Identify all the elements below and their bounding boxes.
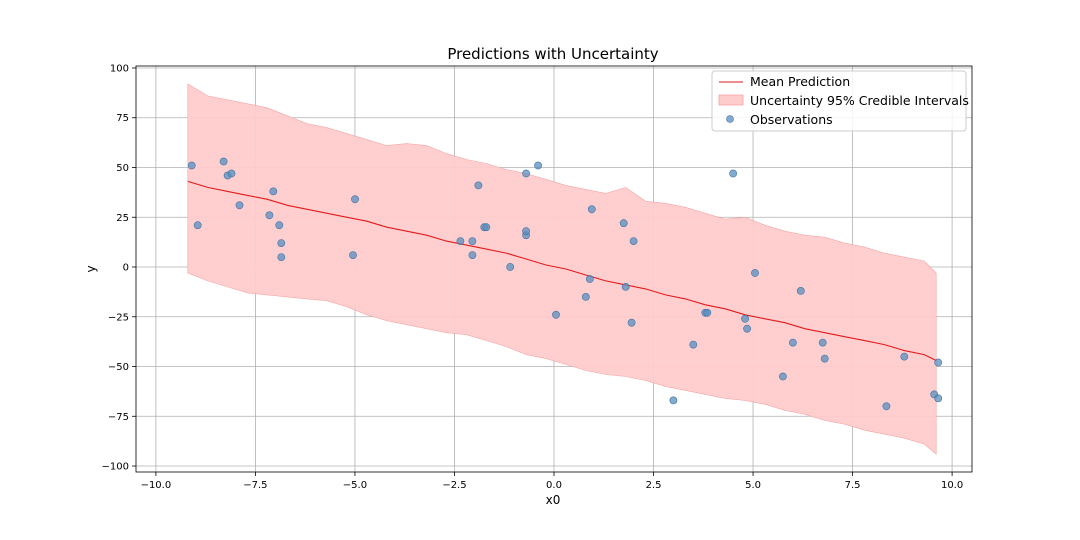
- observation-point: [741, 314, 749, 323]
- observation-point: [882, 402, 891, 411]
- mean-line: [187, 180, 937, 361]
- axis-ticks: −10.0 −7.5 −5.0 −2.5 0.0 2.5 5.0 7.5 10.0 −100 −75…: [102, 63, 964, 491]
- observation-point: [934, 358, 943, 367]
- observation-point: [275, 221, 284, 230]
- x-tick-label: −2.5: [442, 480, 466, 491]
- observation-point: [534, 161, 542, 170]
- x-tick-label: −5.0: [343, 480, 367, 491]
- y-tick-label: −75: [108, 412, 129, 423]
- legend-band-swatch: [718, 94, 744, 106]
- mean-prediction-line: [187, 180, 937, 361]
- observation-point: [743, 324, 751, 333]
- observation-point: [219, 157, 228, 166]
- observation-point: [703, 308, 712, 317]
- observation-point: [456, 237, 465, 245]
- observation-points: [187, 157, 943, 411]
- y-tick-label: 25: [116, 213, 129, 224]
- chart-title: Predictions with Uncertainty: [447, 45, 658, 63]
- observation-point: [729, 169, 737, 178]
- legend-points-swatch: [726, 115, 734, 123]
- y-tick-label: −25: [108, 312, 129, 323]
- legend-box: [711, 70, 967, 132]
- legend: Mean Prediction Uncertainty 95% Credible…: [711, 70, 969, 132]
- observation-point: [193, 221, 202, 230]
- y-tick-label: 100: [110, 63, 129, 74]
- observation-point: [349, 251, 357, 259]
- observation-point: [522, 227, 530, 236]
- observation-point: [468, 237, 477, 245]
- credible-interval-band: [187, 83, 937, 455]
- x-tick-label: 10.0: [941, 480, 963, 491]
- observation-point: [522, 169, 530, 178]
- x-tick-label: 7.5: [845, 480, 861, 491]
- y-tick-label: 0: [123, 263, 129, 274]
- observation-point: [277, 253, 286, 261]
- observation-point: [351, 195, 359, 204]
- observation-point: [587, 205, 596, 214]
- legend-points-label: Observations: [750, 112, 833, 127]
- observation-point: [689, 340, 698, 349]
- y-tick-label: −100: [102, 462, 129, 473]
- observation-point: [934, 394, 943, 403]
- observation-point: [474, 181, 483, 190]
- y-tick-label: −50: [108, 362, 129, 373]
- x-tick-label: 5.0: [745, 480, 761, 491]
- observation-point: [621, 282, 630, 291]
- legend-mean-label: Mean Prediction: [750, 74, 850, 89]
- observation-point: [506, 263, 515, 271]
- x-tick-label: 0.0: [546, 480, 562, 491]
- legend-band-label: Uncertainty 95% Credible Intervals: [750, 93, 969, 108]
- observation-point: [818, 338, 827, 347]
- observation-point: [796, 286, 805, 295]
- observation-point: [552, 310, 560, 319]
- observation-point: [468, 251, 477, 259]
- observation-point: [187, 161, 196, 170]
- x-tick-label: −7.5: [243, 480, 267, 491]
- observation-point: [227, 169, 236, 178]
- observation-point: [820, 354, 829, 363]
- observation-point: [619, 219, 628, 228]
- y-tick-label: 50: [116, 163, 129, 174]
- y-tick-label: 75: [116, 113, 129, 124]
- x-axis-title: x0: [546, 493, 561, 507]
- observation-point: [789, 338, 797, 347]
- x-tick-label: −10.0: [141, 480, 172, 491]
- observation-point: [581, 292, 590, 301]
- observation-point: [265, 211, 274, 220]
- observation-point: [627, 318, 636, 327]
- observation-point: [235, 201, 244, 210]
- observation-point: [751, 269, 759, 277]
- x-tick-label: 2.5: [646, 480, 662, 491]
- y-axis-title: y: [84, 265, 98, 272]
- observation-point: [779, 372, 787, 381]
- observation-point: [669, 396, 678, 405]
- credible-interval-area: [187, 83, 937, 455]
- observation-point: [585, 275, 594, 283]
- observation-point: [629, 237, 638, 245]
- observation-point: [277, 239, 286, 247]
- observation-point: [269, 187, 278, 196]
- observation-point: [900, 352, 909, 361]
- observation-point: [482, 223, 491, 232]
